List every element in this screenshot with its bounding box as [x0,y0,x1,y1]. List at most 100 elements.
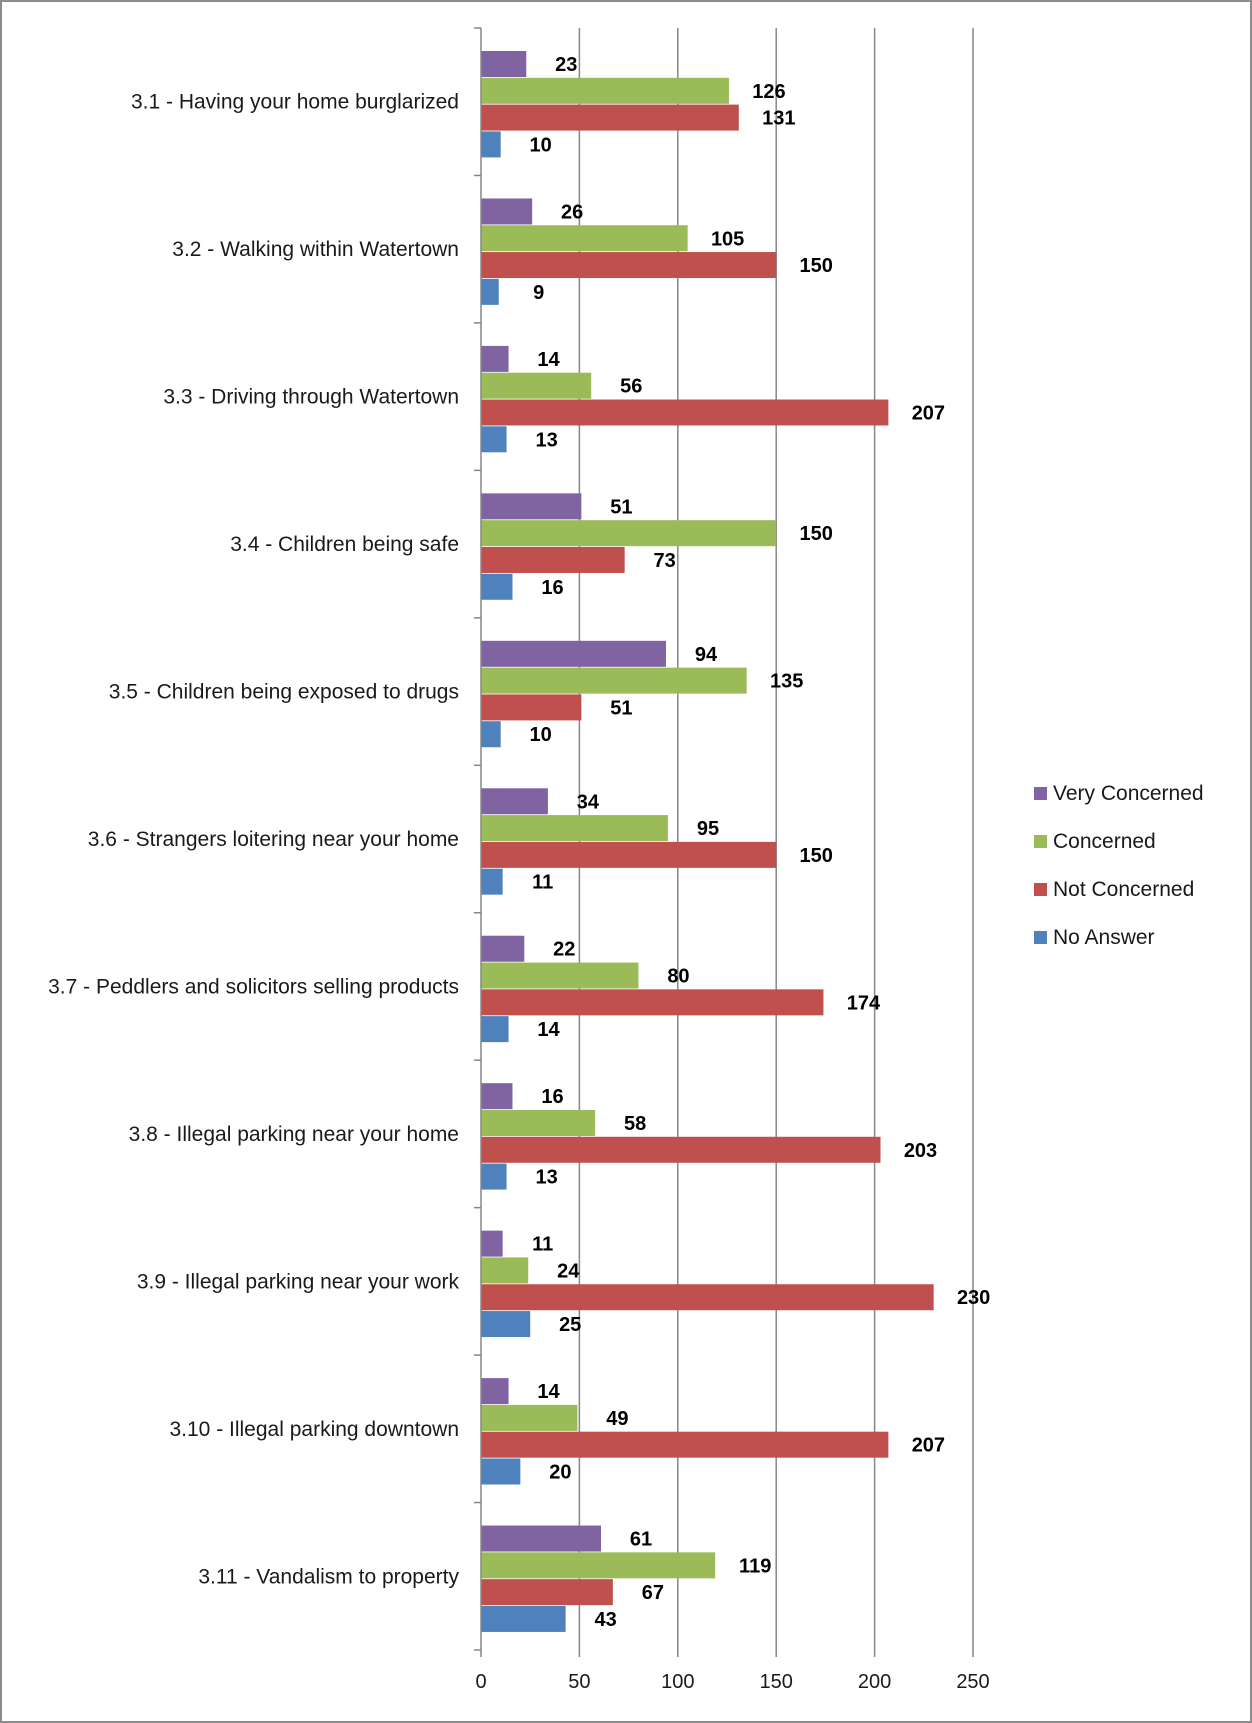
data-labels: 23 126 131 10 26 105 150 9 14 56 207 13 51 150 73 16 94 1… [530,54,991,1631]
bar-concerned [481,1552,716,1579]
category-label: 3.2 - Walking within Watertown [172,238,459,261]
data-label: 61 [630,1529,652,1551]
bar-no-answer [481,426,507,453]
data-label: 43 [594,1609,616,1631]
bar-very-concerned [481,198,533,225]
data-label: 51 [610,496,632,518]
bar-not-concerned [481,399,889,426]
x-tick-label: 150 [760,1671,793,1693]
data-label: 126 [752,81,785,103]
bar-very-concerned [481,345,509,372]
gridlines [578,28,974,1650]
legend-swatch [1034,787,1047,800]
data-label: 26 [561,201,583,223]
data-label: 10 [530,134,552,156]
bar-not-concerned [481,252,777,279]
data-label: 150 [800,845,833,867]
category-label: 3.6 - Strangers loitering near your home [88,828,459,851]
data-label: 14 [537,1019,560,1041]
data-label: 150 [800,255,833,277]
bar-no-answer [481,131,501,158]
category-label: 3.8 - Illegal parking near your home [129,1123,459,1146]
data-label: 56 [620,376,642,398]
category-label: 3.1 - Having your home burglarized [131,91,459,114]
data-label: 16 [541,577,563,599]
category-label: 3.3 - Driving through Watertown [163,386,459,409]
data-label: 14 [537,349,560,371]
bar-concerned [481,520,777,547]
legend-swatch [1034,931,1047,944]
data-label: 135 [770,671,803,693]
data-label: 73 [654,550,676,572]
bar-no-answer [481,278,499,305]
data-label: 20 [549,1461,571,1483]
bar-concerned [481,815,668,842]
bar-concerned [481,1109,596,1136]
bar-not-concerned [481,989,824,1016]
bar-very-concerned [481,935,525,962]
data-label: 49 [606,1408,628,1430]
bar-no-answer [481,1163,507,1190]
data-label: 51 [610,697,632,719]
x-tick-label: 250 [956,1671,989,1693]
x-tick-label: 200 [858,1671,891,1693]
category-label: 3.7 - Peddlers and solicitors selling pr… [48,975,459,998]
bar-very-concerned [481,51,527,77]
data-label: 174 [847,992,881,1014]
data-label: 10 [530,724,552,746]
data-label: 25 [559,1314,581,1336]
bar-not-concerned [481,1431,889,1458]
bar-no-answer [481,1458,521,1485]
data-label: 95 [697,818,719,840]
bar-very-concerned [481,640,666,667]
data-label: 80 [667,966,689,988]
legend-label: No Answer [1053,926,1155,949]
data-label: 58 [624,1113,646,1135]
data-label: 207 [912,403,945,425]
data-label: 14 [537,1381,560,1403]
legend-swatch [1034,883,1047,896]
bar-very-concerned [481,493,582,520]
legend-label: Very Concerned [1053,782,1204,805]
bar-not-concerned [481,1579,613,1606]
data-label: 13 [535,1167,557,1189]
bar-not-concerned [481,104,739,131]
category-label: 3.9 - Illegal parking near your work [137,1270,460,1293]
data-label: 150 [800,523,833,545]
category-label: 3.4 - Children being safe [230,533,459,556]
bar-concerned [481,1404,578,1431]
axes: 0 50 100 150 200 250 3.1 - Having your home bu… [48,27,990,1693]
bar-no-answer [481,573,513,600]
data-label: 67 [642,1582,664,1604]
legend-label: Not Concerned [1053,878,1194,901]
data-label: 22 [553,939,575,961]
data-label: 119 [739,1555,771,1577]
bar-very-concerned [481,1525,602,1552]
bar-concerned [481,225,688,252]
category-label: 3.5 - Children being exposed to drugs [109,681,459,704]
data-label: 9 [533,282,544,304]
data-label: 11 [532,872,553,894]
bar-very-concerned [481,1083,513,1110]
legend: Very Concerned Concerned Not Concerned No A… [1034,782,1204,949]
bar-not-concerned [481,841,777,868]
bar-no-answer [481,1311,531,1338]
bar-no-answer [481,1016,509,1043]
bar-not-concerned [481,1284,934,1311]
bar-concerned [481,667,747,694]
bar-not-concerned [481,1136,881,1163]
bar-concerned [481,77,729,104]
x-tick-label: 0 [475,1671,486,1693]
legend-swatch [1034,835,1047,848]
bar-concerned [481,372,592,399]
data-label: 131 [762,108,795,130]
legend-label: Concerned [1053,830,1156,853]
x-tick-label: 100 [661,1671,694,1693]
x-tick-label: 50 [568,1671,590,1693]
bar-very-concerned [481,788,548,815]
bars [481,51,934,1632]
bar-no-answer [481,721,501,748]
data-label: 11 [532,1234,553,1256]
